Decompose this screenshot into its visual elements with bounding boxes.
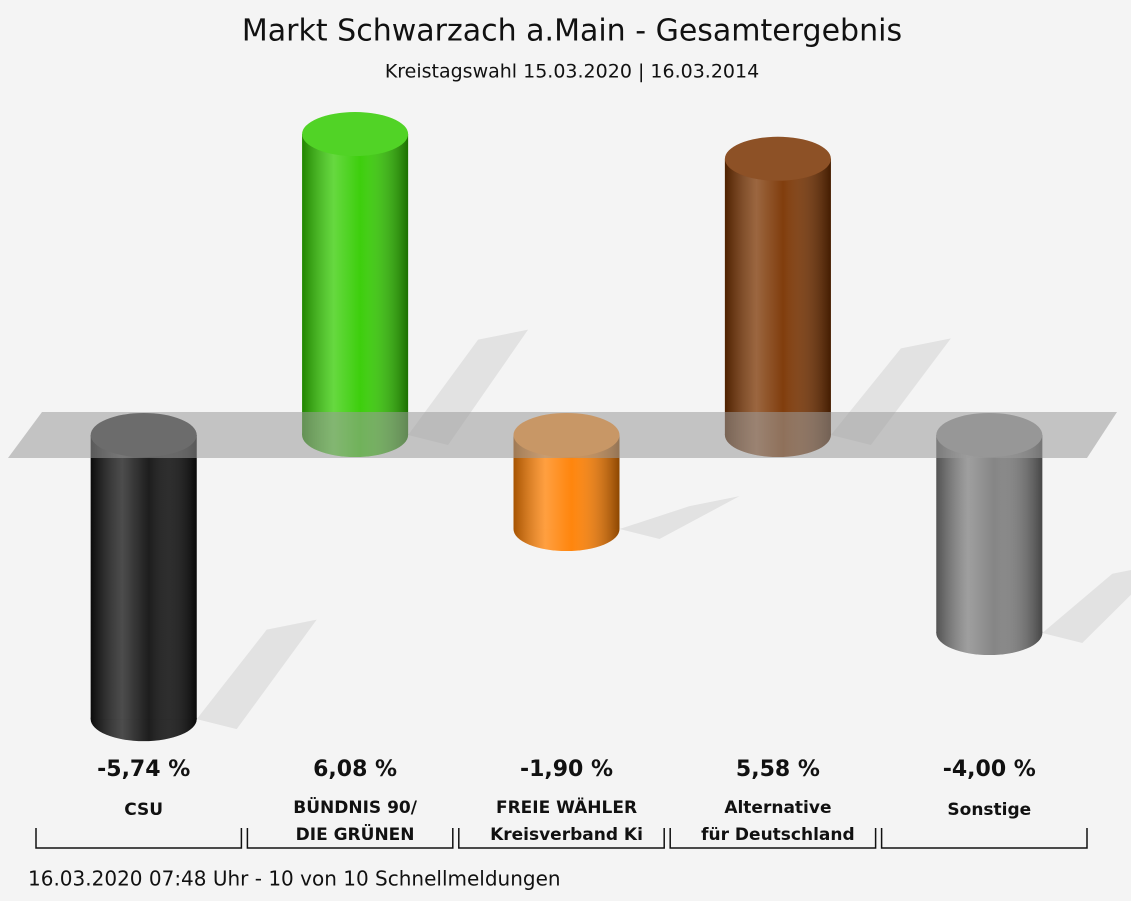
value-label: 6,08 % (313, 757, 397, 782)
x-tick-label: Sonstige (947, 800, 1031, 820)
bar-top (302, 112, 409, 157)
bar-top-highlight (724, 136, 831, 181)
labels: -5,74 % CSU 6,08 % BÜNDNIS 90/DIE GRÜNEN -1,… (35, 757, 1088, 849)
category-bracket (880, 828, 1088, 849)
chart-subtitle: Kreistagswahl 15.03.2020 | 16.03.2014 (385, 61, 759, 83)
bar-shadow (619, 496, 740, 540)
x-tick-label: BÜNDNIS 90/ (293, 796, 417, 818)
bar-shade (936, 435, 1043, 633)
bar-shadow (196, 619, 317, 730)
category-bracket (35, 828, 243, 849)
value-label: 5,58 % (736, 757, 820, 782)
value-label: -1,90 % (520, 757, 613, 782)
footer: 16.03.2020 07:48 Uhr - 10 von 10 Schnell… (28, 867, 561, 891)
category-bracket (458, 828, 665, 849)
x-tick-label: FREIE WÄHLER (496, 796, 637, 818)
value-label: -5,74 % (97, 757, 190, 782)
bar-shade (724, 158, 831, 436)
x-tick-label: Kreisverband Ki (490, 825, 643, 845)
bar-shadow (1042, 569, 1131, 643)
x-tick-label: DIE GRÜNEN (296, 823, 415, 845)
bar-shade (302, 134, 409, 436)
category-bracket (246, 828, 454, 849)
bar-shade (90, 435, 197, 720)
value-label: -4,00 % (943, 757, 1036, 782)
category-bracket (669, 828, 877, 849)
chart-title: Markt Schwarzach a.Main - Gesamtergebnis (242, 14, 902, 49)
x-tick-label: für Deutschland (701, 825, 855, 845)
x-tick-label: Alternative (724, 798, 831, 818)
bar-top-highlight (302, 112, 409, 157)
x-tick-label: CSU (124, 800, 163, 820)
bar-top (724, 136, 831, 181)
zero-plane (8, 412, 1117, 458)
